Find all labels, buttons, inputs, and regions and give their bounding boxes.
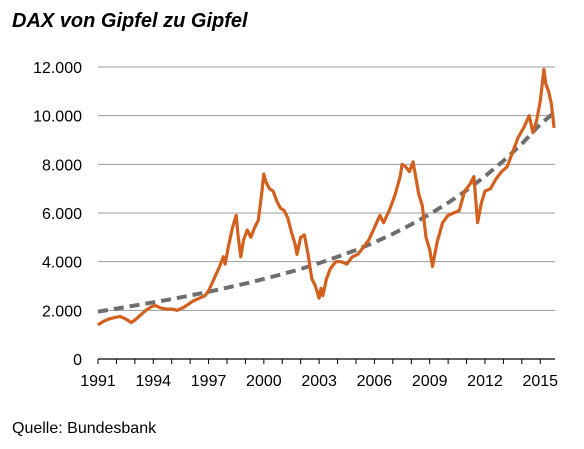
x-tick-label: 2003 xyxy=(301,373,337,390)
x-tick-label: 1991 xyxy=(80,373,116,390)
y-tick-label: 4.000 xyxy=(42,255,82,272)
y-tick-label: 2.000 xyxy=(42,303,82,320)
y-tick-label: 12.000 xyxy=(33,60,82,77)
y-tick-labels: 0 2.000 4.000 6.000 8.000 10.000 12.000 xyxy=(33,60,82,369)
x-tick-label: 1997 xyxy=(191,373,227,390)
x-tick-label: 2009 xyxy=(412,373,448,390)
series-lines xyxy=(97,67,557,327)
y-tick-label: 10.000 xyxy=(33,109,82,126)
x-axis xyxy=(97,358,555,364)
x-tick-label: 1994 xyxy=(135,373,171,390)
x-tick-label: 2006 xyxy=(357,373,393,390)
x-tick-labels: 1991 1994 1997 2000 2003 2006 2009 2012 2015 xyxy=(80,373,558,390)
source-note: Quelle: Bundesbank xyxy=(12,420,157,437)
grid-lines xyxy=(98,66,555,311)
y-tick-label: 8.000 xyxy=(42,157,82,174)
x-tick-label: 2012 xyxy=(467,373,503,390)
chart-title: DAX von Gipfel zu Gipfel xyxy=(12,10,248,32)
y-tick-label: 6.000 xyxy=(42,206,82,223)
x-tick-label: 2015 xyxy=(522,373,558,390)
dax-line xyxy=(97,67,556,327)
x-tick-label: 2000 xyxy=(246,373,282,390)
y-tick-label: 0 xyxy=(73,352,82,369)
